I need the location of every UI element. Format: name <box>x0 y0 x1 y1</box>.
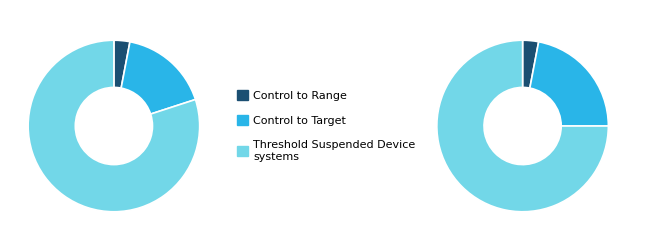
Wedge shape <box>523 40 539 88</box>
Wedge shape <box>530 42 608 126</box>
Wedge shape <box>114 40 130 88</box>
Wedge shape <box>121 42 196 114</box>
Wedge shape <box>28 40 200 212</box>
Wedge shape <box>437 40 608 212</box>
Legend: Control to Range, Control to Target, Threshold Suspended Device
systems: Control to Range, Control to Target, Thr… <box>237 90 415 162</box>
